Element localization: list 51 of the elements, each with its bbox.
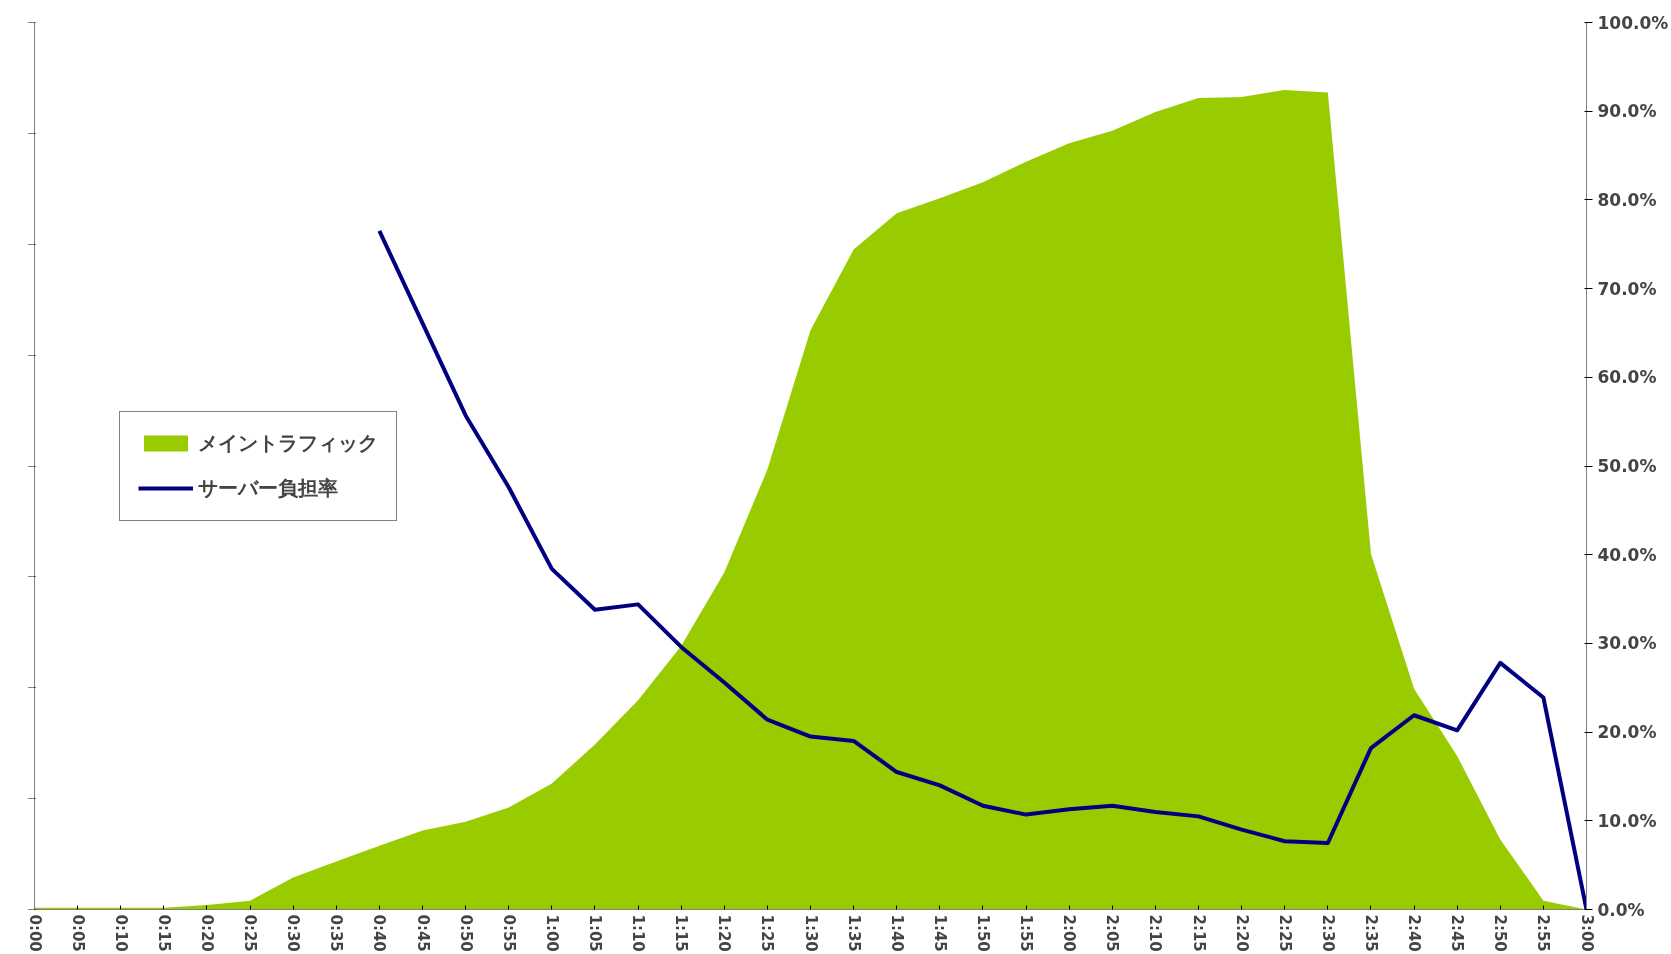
x-tick-label: 1:20	[715, 914, 734, 952]
x-tick-label: 0:55	[499, 914, 518, 952]
x-tick-label: 0:10	[111, 914, 130, 952]
y2-tick-label: 40.0%	[1597, 544, 1657, 565]
x-tick-label: 0:25	[241, 914, 260, 952]
legend-label: メイントラフィック	[198, 429, 378, 457]
x-tick-label: 1:15	[672, 914, 691, 952]
y2-tick-label: 20.0%	[1597, 722, 1657, 743]
x-tick-label: 0:00	[25, 914, 44, 952]
x-tick-label: 1:05	[585, 914, 604, 952]
x-tick-label: 0:30	[284, 914, 303, 952]
y2-tick-label: 0.0%	[1597, 899, 1645, 920]
x-tick-label: 0:15	[154, 914, 173, 952]
x-tick-label: 1:50	[973, 914, 992, 952]
line-series	[377, 228, 1587, 910]
x-tick-label: 2:30	[1318, 914, 1337, 952]
x-tick-label: 0:20	[197, 914, 216, 952]
x-tick-label: 1:25	[758, 914, 777, 952]
x-tick-label: 2:05	[1103, 914, 1122, 952]
x-tick-label: 0:45	[413, 914, 432, 952]
y2-tick-label: 10.0%	[1597, 810, 1657, 831]
x-tick-label: 2:50	[1491, 914, 1510, 952]
x-tick-label: 2:25	[1275, 914, 1294, 952]
y2-tick-label: 30.0%	[1597, 633, 1657, 654]
y2-tick-label: 70.0%	[1597, 278, 1657, 299]
x-tick-label: 0:35	[327, 914, 346, 952]
x-tick-label: 2:55	[1534, 914, 1553, 952]
y2-tick-label: 90.0%	[1597, 101, 1657, 122]
x-tick-label: 2:00	[1060, 914, 1079, 952]
x-tick-label: 1:30	[801, 914, 820, 952]
y2-tick-label: 60.0%	[1597, 367, 1657, 388]
x-tick-label: 1:55	[1017, 914, 1036, 952]
x-tick-label: 2:40	[1405, 914, 1424, 952]
x-tick-label: 1:45	[930, 914, 949, 952]
x-tick-label: 1:10	[629, 914, 648, 952]
x-tick-label: 1:35	[844, 914, 863, 952]
x-tick-label: 1:40	[887, 914, 906, 952]
x-tick-label: 2:20	[1232, 914, 1251, 952]
x-tick-label: 0:40	[370, 914, 389, 952]
x-tick-label: 2:10	[1146, 914, 1165, 952]
y2-tick-label: 100.0%	[1597, 12, 1669, 33]
x-tick-label: 0:05	[68, 914, 87, 952]
y2-tick-label: 50.0%	[1597, 456, 1657, 476]
x-tick-label: 2:35	[1361, 914, 1380, 952]
legend-label: サーバー負担率	[198, 474, 338, 502]
x-tick-label: 0:50	[456, 914, 475, 952]
y2-tick-label: 80.0%	[1597, 189, 1657, 210]
x-tick-label: 2:45	[1448, 914, 1467, 952]
x-tick-label: 3:00	[1577, 914, 1596, 952]
x-tick-label: 1:00	[542, 914, 561, 952]
x-tick-label: 2:15	[1189, 914, 1208, 952]
